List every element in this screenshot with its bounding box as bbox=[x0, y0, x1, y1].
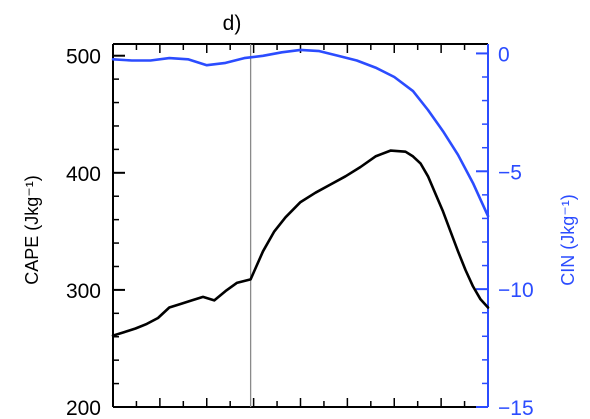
panel-label: d) bbox=[223, 12, 242, 35]
right-tick-label: −15 bbox=[498, 397, 534, 419]
cape-series-line bbox=[113, 151, 488, 336]
left-axis-title: CAPE (Jkg⁻¹) bbox=[22, 175, 42, 285]
chart-decorations bbox=[113, 44, 488, 407]
cin-series-line bbox=[113, 50, 488, 216]
right-tick-label: −10 bbox=[498, 279, 534, 302]
chart-labels: d) CAPE (Jkg⁻¹) CIN (Jkg⁻¹) 200 300 400 500… bbox=[22, 12, 578, 419]
left-tick-label: 400 bbox=[66, 163, 101, 186]
left-tick-label: 200 bbox=[66, 397, 101, 419]
left-tick-label: 500 bbox=[66, 46, 101, 69]
chart-series bbox=[113, 50, 488, 336]
right-axis-title: CIN (Jkg⁻¹) bbox=[558, 194, 578, 286]
left-tick-label: 300 bbox=[66, 280, 101, 303]
right-tick-label: 0 bbox=[498, 43, 510, 66]
right-tick-label: −5 bbox=[498, 161, 522, 184]
